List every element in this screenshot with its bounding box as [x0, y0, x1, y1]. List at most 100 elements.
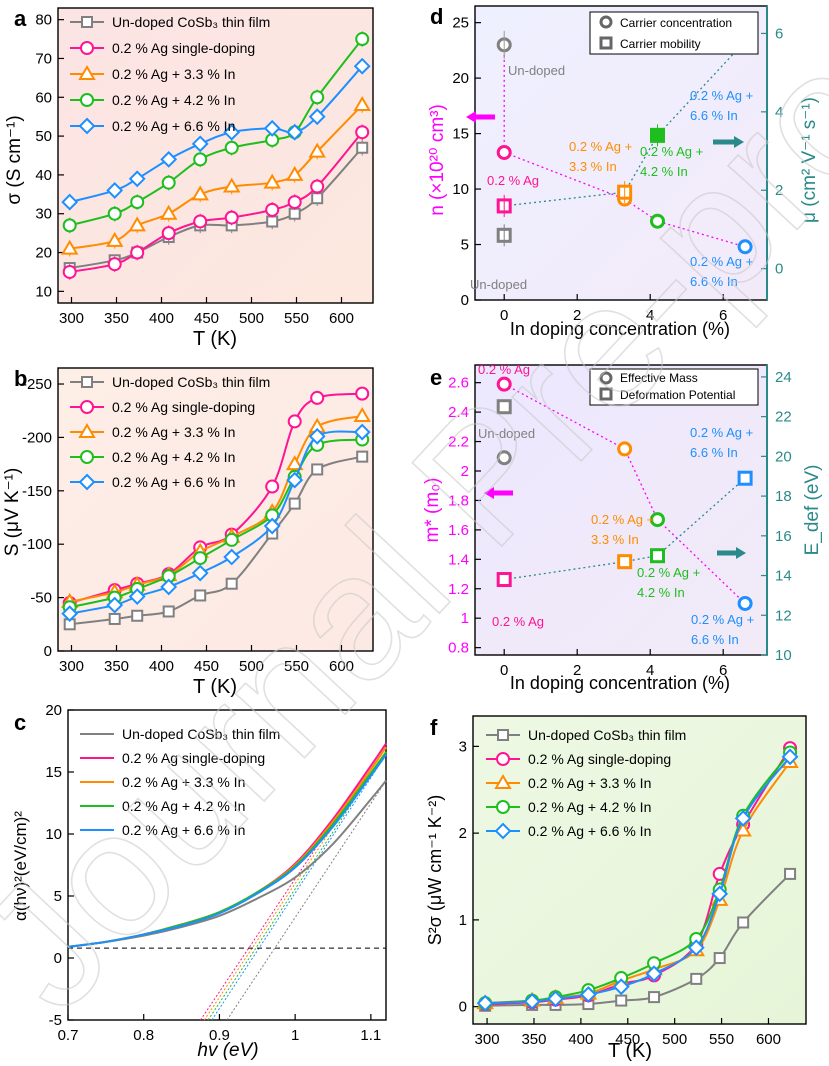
x-tick-label: 0.9 — [209, 1027, 230, 1044]
point-annotation: 0.2 % Ag + — [690, 254, 753, 269]
y-tick-label: -100 — [22, 536, 52, 553]
x-tick-label: 6 — [719, 662, 727, 679]
y2-axis-label: E_def (eV) — [802, 465, 823, 556]
y-tick-label: 1.4 — [448, 551, 469, 568]
legend-marker — [599, 387, 613, 401]
mass-point — [650, 512, 665, 528]
data-point — [61, 605, 79, 623]
data-point — [737, 916, 750, 929]
y-tick-label: 0 — [54, 950, 62, 967]
x-tick-label: 6 — [719, 307, 727, 324]
y2-tick-label: 10 — [775, 647, 792, 664]
legend-label: 0.2 % Ag single-doping — [122, 750, 265, 766]
legend-marker — [599, 371, 613, 385]
x-tick-label: 0.7 — [58, 1027, 79, 1044]
tangent-line — [226, 780, 387, 1021]
data-point — [159, 204, 178, 220]
y-tick-label: 2.4 — [448, 404, 469, 421]
series-line — [69, 38, 363, 227]
y2-tick-label: 0 — [775, 261, 783, 278]
data-point — [355, 32, 370, 47]
data-point — [308, 142, 326, 158]
legend-marker — [81, 376, 93, 388]
x-tick-label: 350 — [521, 1031, 546, 1048]
series-line — [69, 438, 363, 609]
x-tick-label: 500 — [239, 658, 264, 675]
legend-label: 0.2 % Ag + 4.2 % In — [112, 92, 235, 108]
y-tick-label: -150 — [22, 483, 52, 500]
y-tick-label: 2 — [461, 463, 469, 480]
data-point — [160, 150, 178, 168]
y-axis-label: α(hν)²(eV/cm)² — [11, 811, 30, 921]
legend-marker — [81, 16, 93, 28]
legend-marker — [494, 774, 512, 789]
data-point — [287, 414, 302, 429]
y-tick-label: 10 — [35, 283, 52, 300]
panel-c: 0.7 0.8 0.9 1 1.1 -5 0 5 10 15 20 Un-doped CoSb₃ th… — [11, 702, 387, 1061]
y-tick-label: 30 — [35, 206, 52, 223]
y-axis-label: n (×10²⁰ cm³) — [427, 104, 448, 216]
legend-box — [589, 11, 759, 55]
data-point — [193, 214, 208, 229]
legend-label: 0.2 % Ag + 6.6 % In — [122, 822, 245, 838]
panel-label: b — [14, 366, 27, 391]
y2-tick-label: 6 — [775, 25, 783, 42]
legend-label: 0.2 % Ag single-doping — [528, 751, 671, 767]
point-annotation: 6.6 % In — [690, 445, 738, 460]
axis-arrow-head — [736, 547, 746, 559]
y-tick-label: 5 — [461, 237, 469, 254]
series-line — [485, 756, 791, 1005]
y2-tick-label: 14 — [775, 568, 792, 585]
data-point — [288, 207, 301, 220]
y-tick-label: 20 — [35, 245, 52, 262]
legend-label: 0.2 % Ag + 4.2 % In — [112, 449, 235, 465]
mass-point — [496, 376, 512, 392]
data-point — [131, 609, 144, 622]
legend-label: 0.2 % Ag + 3.3 % In — [112, 424, 235, 440]
y-tick-label: 5 — [54, 888, 62, 905]
data-point — [128, 588, 146, 605]
data-point — [288, 497, 301, 510]
x-tick-label: 400 — [149, 658, 174, 675]
legend-label: 0.2 % Ag single-doping — [112, 40, 255, 56]
panel-d-background — [475, 6, 767, 300]
y-tick-label: -50 — [30, 590, 52, 607]
plot-frame — [472, 715, 807, 1025]
y-tick-label: 1 — [459, 912, 467, 929]
legend-marker — [496, 752, 510, 766]
legend-marker — [80, 400, 94, 414]
point-annotation: 0.2 % Ag + — [637, 565, 700, 580]
point-annotation: Un-doped — [478, 426, 535, 441]
panel-label: d — [430, 4, 443, 29]
point-annotation: 6.6 % In — [690, 274, 738, 289]
data-point — [311, 192, 324, 205]
x-tick-label: 0.8 — [133, 1027, 154, 1044]
x-tick-label: 1.1 — [360, 1027, 381, 1044]
data-point — [310, 90, 325, 105]
y-tick-label: 70 — [35, 50, 52, 67]
data-point — [224, 210, 239, 225]
legend-label: Un-doped CoSb₃ thin film — [528, 727, 686, 743]
data-point — [191, 135, 209, 153]
series-line — [69, 455, 363, 626]
data-point — [191, 185, 209, 201]
legend-label: 0.2 % Ag + 6.6 % In — [528, 823, 651, 839]
point-annotation: 0.2 % Ag + — [690, 88, 753, 103]
data-point — [285, 455, 304, 471]
panel-label: a — [14, 6, 27, 31]
point-annotation: 0.2 % Ag + — [569, 139, 632, 154]
data-point — [224, 140, 239, 155]
x-axis-label: T (K) — [193, 328, 237, 350]
y2-tick-label: 12 — [775, 607, 792, 624]
data-point — [353, 57, 371, 75]
legend-marker — [78, 117, 96, 135]
data-point — [263, 173, 281, 189]
axis-arrow-head — [734, 136, 744, 148]
data-point — [106, 596, 124, 614]
data-point — [648, 991, 661, 1004]
mass-point — [617, 441, 633, 457]
legend-label: 0.2 % Ag + 3.3 % In — [528, 775, 651, 791]
y-tick-label: 10 — [45, 826, 62, 843]
concentration-point — [650, 213, 665, 229]
